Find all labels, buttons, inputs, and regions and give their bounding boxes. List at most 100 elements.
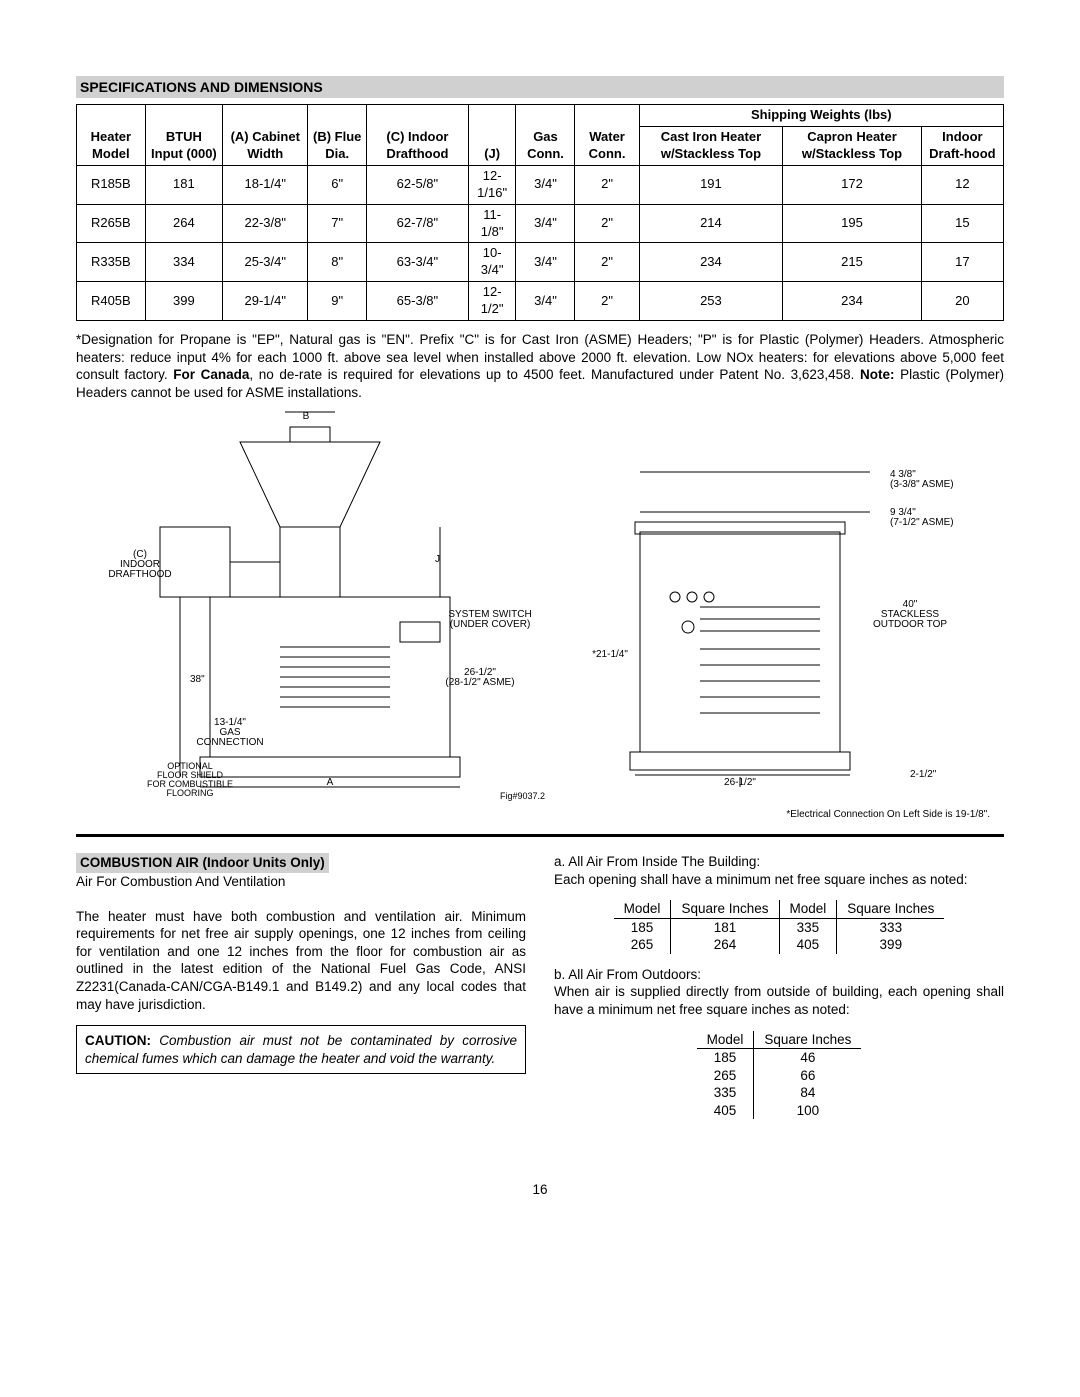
- table-cell: 46: [754, 1049, 862, 1067]
- table-cell: 191: [639, 165, 783, 204]
- table-cell: 181: [145, 165, 222, 204]
- table-cell: 234: [783, 282, 922, 321]
- table-cell: 8": [308, 243, 367, 282]
- footnote-mid: , no de-rate is required for elevations …: [249, 367, 860, 382]
- table-row: 18546: [697, 1049, 862, 1067]
- table-row: R265B26422-3/8"7"62-7/8"11-1/8"3/4"2"214…: [77, 204, 1004, 243]
- table-cell: 12: [921, 165, 1003, 204]
- table-cell: 100: [754, 1102, 862, 1120]
- footnote-note: Note:: [860, 367, 895, 382]
- table-cell: 65-3/8": [367, 282, 469, 321]
- table-cell: 12-1/2": [468, 282, 516, 321]
- table-cell: 264: [671, 936, 779, 954]
- footnote-bold: For Canada: [173, 367, 249, 382]
- table-cell: 62-7/8": [367, 204, 469, 243]
- two-column-section: COMBUSTION AIR (Indoor Units Only) Air F…: [76, 853, 1004, 1131]
- table-cell: 63-3/4": [367, 243, 469, 282]
- svg-text:2-1/2": 2-1/2": [910, 769, 937, 780]
- table-row: 405100: [697, 1102, 862, 1120]
- table-cell: 172: [783, 165, 922, 204]
- table-cell: 3/4": [516, 204, 575, 243]
- th-sq-a2: Square Inches: [837, 900, 945, 918]
- table-cell: 335: [779, 918, 837, 936]
- svg-text:38": 38": [190, 674, 205, 685]
- option-b-head: b. All Air From Outdoors:: [554, 966, 1004, 984]
- table-cell: 3/4": [516, 243, 575, 282]
- th-gas: Gas Conn.: [516, 105, 575, 166]
- th-shipping: Shipping Weights (lbs): [639, 105, 1003, 127]
- table-cell: 29-1/4": [223, 282, 308, 321]
- combustion-heading: COMBUSTION AIR (Indoor Units Only): [76, 853, 329, 873]
- th-model-b: Model: [697, 1031, 754, 1049]
- th-ship1: Cast Iron Heater w/Stackless Top: [639, 127, 783, 166]
- table-cell: 2": [575, 204, 639, 243]
- svg-text:(7-1/2" ASME): (7-1/2" ASME): [890, 517, 954, 528]
- table-cell: 215: [783, 243, 922, 282]
- table-cell: 253: [639, 282, 783, 321]
- table-row: R335B33425-3/4"8"63-3/4"10-3/4"3/4"2"234…: [77, 243, 1004, 282]
- table-cell: 195: [783, 204, 922, 243]
- table-cell: 7": [308, 204, 367, 243]
- outdoor-air-table: Model Square Inches 18546265663358440510…: [697, 1031, 862, 1120]
- table-row: R405B39929-1/4"9"65-3/8"12-1/2"3/4"2"253…: [77, 282, 1004, 321]
- option-b-text: When air is supplied directly from outsi…: [554, 983, 1004, 1018]
- table-cell: 18-1/4": [223, 165, 308, 204]
- table-cell: 25-3/4": [223, 243, 308, 282]
- table-cell: 9": [308, 282, 367, 321]
- table-cell: 3/4": [516, 165, 575, 204]
- th-sq-a1: Square Inches: [671, 900, 779, 918]
- table-cell: 84: [754, 1084, 862, 1102]
- table-row: 185181335333: [614, 918, 945, 936]
- th-sq-b: Square Inches: [754, 1031, 862, 1049]
- table-cell: 399: [837, 936, 945, 954]
- table-row: R185B18118-1/4"6"62-5/8"12-1/16"3/4"2"19…: [77, 165, 1004, 204]
- table-cell: 181: [671, 918, 779, 936]
- table-cell: R265B: [77, 204, 146, 243]
- th-c: (C) Indoor Drafthood: [367, 105, 469, 166]
- table-cell: 10-3/4": [468, 243, 516, 282]
- table-cell: 333: [837, 918, 945, 936]
- inside-air-table: Model Square Inches Model Square Inches …: [614, 900, 945, 954]
- svg-text:(28-1/2" ASME): (28-1/2" ASME): [445, 677, 514, 688]
- svg-text:FLOORING: FLOORING: [166, 788, 213, 798]
- table-cell: 335: [697, 1084, 754, 1102]
- table-cell: 405: [779, 936, 837, 954]
- footnote: *Designation for Propane is "EP", Natura…: [76, 331, 1004, 401]
- option-a-text: Each opening shall have a minimum net fr…: [554, 871, 1004, 889]
- table-row: 265264405399: [614, 936, 945, 954]
- th-model-a1: Model: [614, 900, 671, 918]
- table-cell: R405B: [77, 282, 146, 321]
- th-model: Heater Model: [77, 105, 146, 166]
- table-cell: 264: [145, 204, 222, 243]
- table-cell: 185: [614, 918, 671, 936]
- table-cell: 62-5/8": [367, 165, 469, 204]
- table-cell: 2": [575, 243, 639, 282]
- page-number: 16: [76, 1181, 1004, 1199]
- table-cell: 22-3/8": [223, 204, 308, 243]
- section-heading: SPECIFICATIONS AND DIMENSIONS: [76, 76, 1004, 98]
- table-cell: 20: [921, 282, 1003, 321]
- table-cell: 234: [639, 243, 783, 282]
- left-column: COMBUSTION AIR (Indoor Units Only) Air F…: [76, 853, 526, 1131]
- svg-text:CONNECTION: CONNECTION: [196, 737, 263, 748]
- table-cell: 399: [145, 282, 222, 321]
- table-cell: 265: [697, 1067, 754, 1085]
- th-ship2: Capron Heater w/Stackless Top: [783, 127, 922, 166]
- table-cell: 334: [145, 243, 222, 282]
- combustion-subtitle: Air For Combustion And Ventilation: [76, 873, 526, 891]
- table-cell: 11-1/8": [468, 204, 516, 243]
- table-cell: 66: [754, 1067, 862, 1085]
- svg-text:OUTDOOR TOP: OUTDOOR TOP: [873, 619, 947, 630]
- table-cell: 12-1/16": [468, 165, 516, 204]
- table-cell: 17: [921, 243, 1003, 282]
- dimension-diagram: B (C) INDOOR DRAFTHOOD SYSTEM SWITCH (UN…: [76, 407, 1004, 837]
- th-model-a2: Model: [779, 900, 837, 918]
- table-cell: R335B: [77, 243, 146, 282]
- spec-table: Heater Model BTUH Input (000) (A) Cabine…: [76, 104, 1004, 321]
- combustion-para: The heater must have both combustion and…: [76, 908, 526, 1013]
- diagram-svg: B (C) INDOOR DRAFTHOOD SYSTEM SWITCH (UN…: [80, 407, 1000, 827]
- table-cell: 2": [575, 165, 639, 204]
- table-row: 26566: [697, 1067, 862, 1085]
- table-cell: 6": [308, 165, 367, 204]
- svg-text:A: A: [327, 777, 334, 788]
